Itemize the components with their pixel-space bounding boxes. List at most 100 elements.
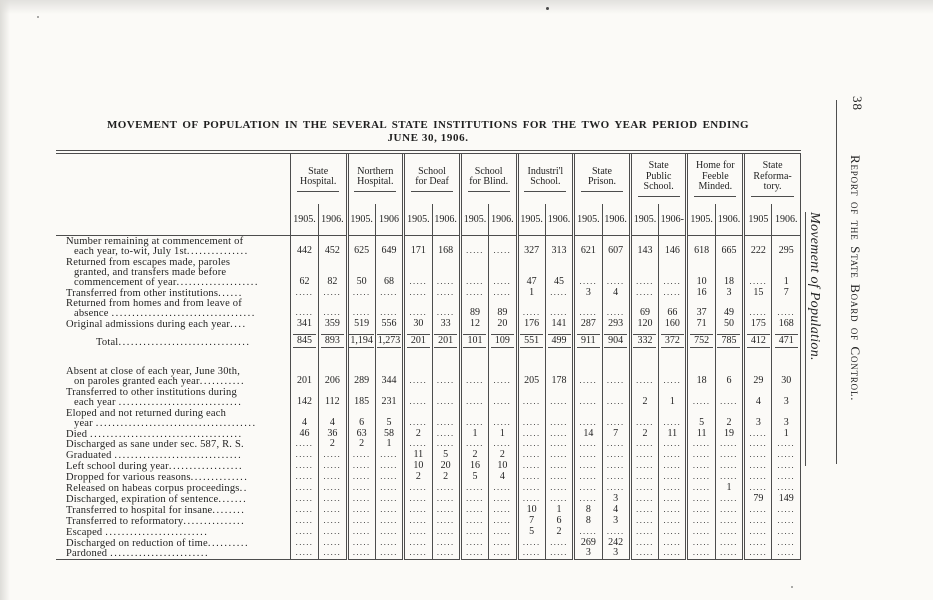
cell-leader-dots: ..... xyxy=(636,492,654,503)
value-cell: 69 xyxy=(628,298,659,320)
column-header-year: 1906. xyxy=(488,204,517,236)
empty-cell: ..... xyxy=(685,438,716,451)
empty-cell: ..... xyxy=(374,449,404,462)
empty-cell: ..... xyxy=(318,515,347,527)
column-header-institution: School for Blind. xyxy=(458,152,517,204)
cell-leader-dots: ..... xyxy=(550,286,568,297)
cell-leader-dots: ..... xyxy=(493,503,512,514)
value-cell: 18 xyxy=(685,366,716,387)
empty-cell: ..... xyxy=(431,366,461,387)
value-cell: 6 xyxy=(714,366,744,387)
value-cell: 372 xyxy=(658,330,687,353)
empty-cell: ..... xyxy=(345,537,376,549)
value-cell: 4 xyxy=(488,472,517,484)
empty-cell: ..... xyxy=(345,471,376,484)
empty-cell xyxy=(714,352,744,367)
empty-cell: ..... xyxy=(458,482,489,494)
value-cell: 62 xyxy=(299,275,310,287)
empty-cell: ..... xyxy=(685,526,716,538)
value-cell: 1 xyxy=(515,287,546,299)
cell-leader-dots: ..... xyxy=(777,460,796,471)
dot-leader: .................... xyxy=(176,276,260,288)
cell-leader-dots: ..... xyxy=(692,449,711,460)
cell-leader-dots: ..... xyxy=(777,449,796,460)
cell-leader-dots: ..... xyxy=(692,514,711,525)
row-label-text: Graduated ..............................… xyxy=(66,450,243,462)
cell-leader-dots: ..... xyxy=(380,547,398,558)
cell-leader-dots: ..... xyxy=(749,482,768,493)
empty-cell: ..... xyxy=(601,449,631,462)
value-cell: 222 xyxy=(742,235,772,257)
empty-cell: ..... xyxy=(458,407,489,429)
row-label-text: Total................................ xyxy=(96,337,251,349)
cell-leader-dots: ..... xyxy=(493,536,512,547)
column-header-institution: School for Deaf xyxy=(402,152,461,204)
cell-leader-dots: ..... xyxy=(579,416,598,427)
empty-cell: ..... xyxy=(714,471,744,484)
empty-cell: ..... xyxy=(714,438,744,451)
row-label-text: Absent at close of each year, June 30th,… xyxy=(66,366,246,387)
value-cell: 785 xyxy=(714,330,744,353)
table-row: Released on habeas corpus proceedings...… xyxy=(56,482,801,494)
empty-cell: ..... xyxy=(318,548,347,560)
cell-leader-dots: ..... xyxy=(720,395,738,406)
cell-leader-dots: ..... xyxy=(436,536,455,547)
total-value: 1,273 xyxy=(376,334,402,349)
empty-cell: ..... xyxy=(742,256,772,288)
empty-cell: ..... xyxy=(771,526,801,538)
cell-leader-dots: ..... xyxy=(493,416,512,427)
empty-cell: ..... xyxy=(658,482,687,494)
empty-cell: ..... xyxy=(658,515,687,527)
value-cell: 143 xyxy=(628,235,659,257)
value-cell: 30 xyxy=(402,319,432,331)
empty-cell: ..... xyxy=(374,471,404,484)
cell-leader-dots: ..... xyxy=(493,244,512,255)
empty-cell: ..... xyxy=(572,449,602,462)
scan-artifact-dot xyxy=(37,16,39,18)
empty-cell: ..... xyxy=(290,493,318,505)
total-value: 372 xyxy=(660,334,684,349)
total-row: Total................................ 845… xyxy=(56,330,801,353)
value-cell: 4 xyxy=(601,504,631,516)
empty-cell xyxy=(318,352,347,367)
empty-cell: ..... xyxy=(431,493,461,505)
cell-leader-dots: ..... xyxy=(295,286,314,297)
empty-cell: ..... xyxy=(658,407,687,429)
cell-leader-dots: ..... xyxy=(323,492,342,503)
value-cell: 618 xyxy=(685,235,716,257)
cell-leader-dots: ..... xyxy=(663,438,682,449)
cell-leader-dots: ..... xyxy=(409,503,428,514)
empty-cell: ..... xyxy=(685,504,716,516)
empty-cell: ..... xyxy=(488,407,517,429)
row-label: Pardoned ........................ xyxy=(56,548,291,560)
empty-cell: ..... xyxy=(628,287,659,299)
cell-leader-dots: ..... xyxy=(720,449,738,460)
empty-cell: ..... xyxy=(628,460,659,473)
row-label-text: Number remaining at commencement of each… xyxy=(66,236,249,257)
section-title: Movement of Population. xyxy=(807,212,822,361)
empty-cell: ..... xyxy=(318,298,347,320)
header-rule xyxy=(411,190,453,192)
value-cell: 15 xyxy=(742,287,772,299)
empty-cell: ..... xyxy=(658,449,687,462)
cell-leader-dots: ..... xyxy=(663,416,682,427)
empty-cell: ..... xyxy=(402,438,432,451)
cell-leader-dots: ..... xyxy=(636,449,654,460)
cell-leader-dots: ..... xyxy=(579,525,598,536)
cell-leader-dots: ..... xyxy=(436,482,455,493)
empty-cell: ..... xyxy=(658,526,687,538)
empty-cell: ..... xyxy=(488,235,517,257)
value-cell: 4 xyxy=(318,407,347,429)
value-cell: 36 xyxy=(318,428,347,440)
cell-leader-dots: ..... xyxy=(380,471,398,482)
empty-cell: ..... xyxy=(488,515,517,527)
cell-leader-dots: ..... xyxy=(380,307,398,318)
column-header-institution: State Hospital. xyxy=(290,152,347,204)
empty-cell: ..... xyxy=(572,493,602,505)
empty-cell: ..... xyxy=(402,493,432,505)
column-header-institution: Home for Feeble Minded. xyxy=(685,152,744,204)
empty-cell: ..... xyxy=(771,471,801,484)
empty-cell: ..... xyxy=(628,526,659,538)
value-cell: 471 xyxy=(771,330,801,353)
value-cell: 141 xyxy=(544,319,574,331)
